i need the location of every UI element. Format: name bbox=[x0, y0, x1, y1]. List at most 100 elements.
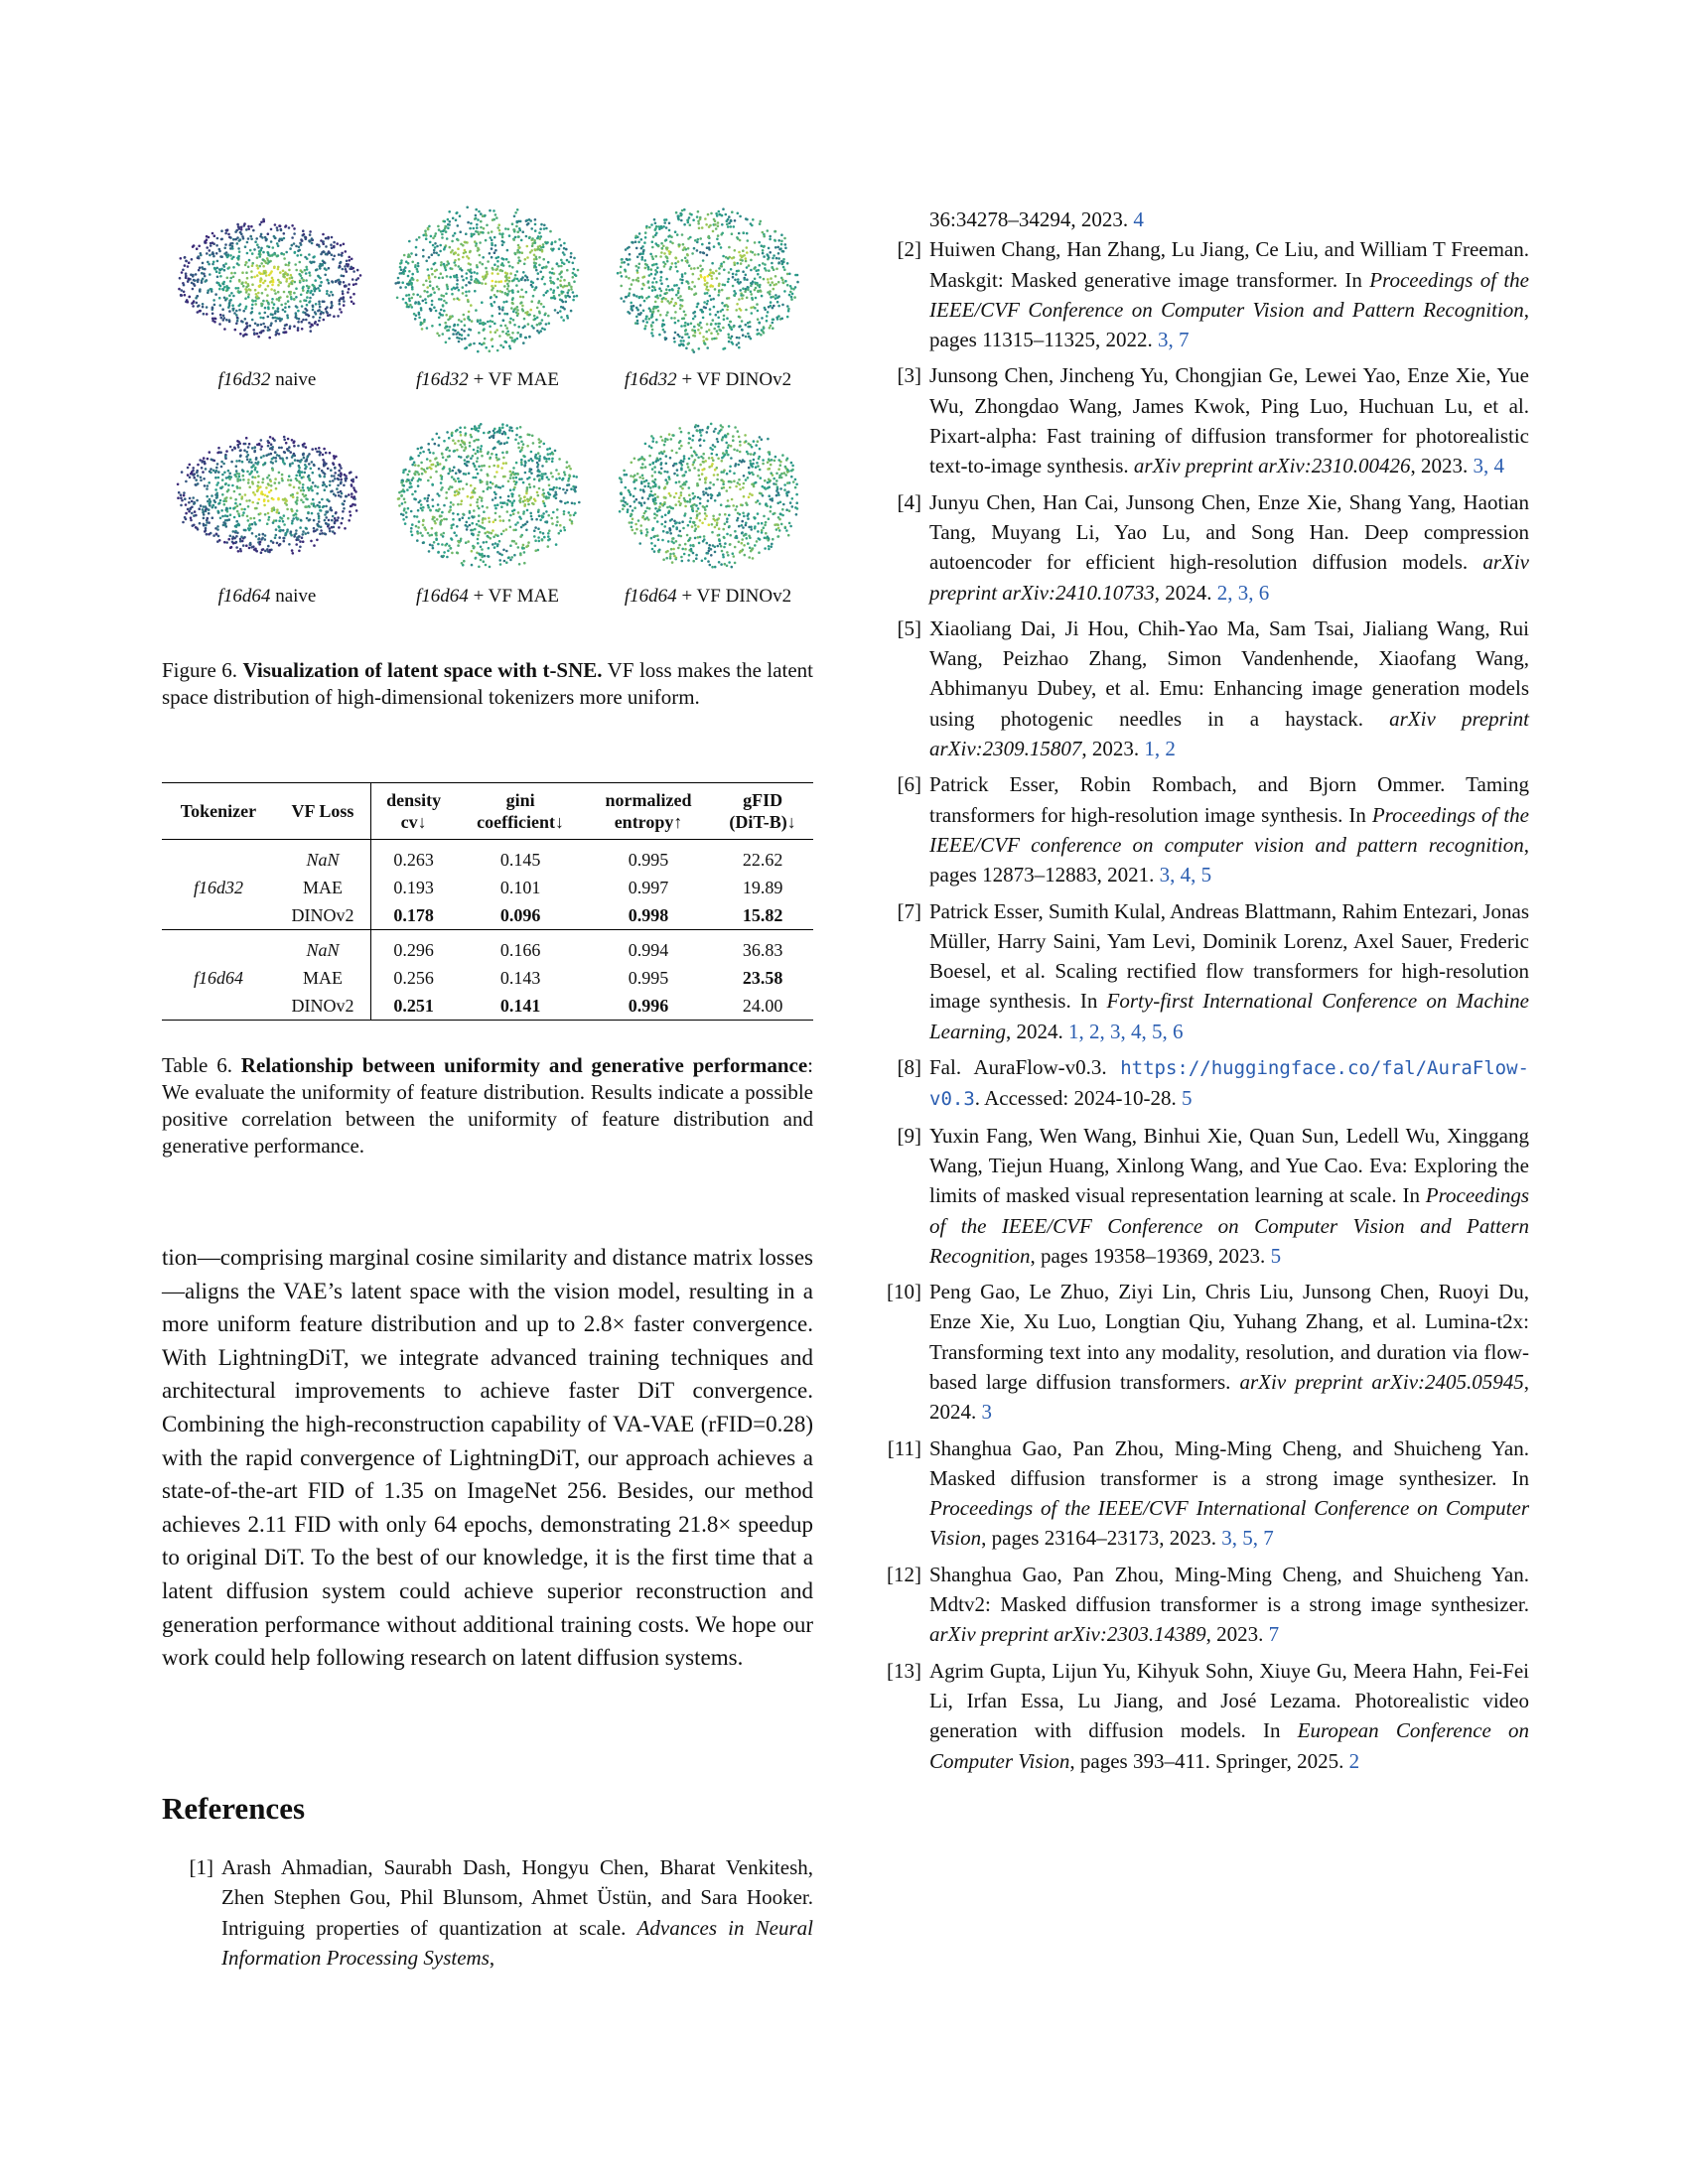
tsne-point bbox=[524, 528, 528, 532]
tsne-point bbox=[493, 268, 497, 272]
tsne-point bbox=[673, 311, 677, 314]
tsne-point bbox=[289, 533, 293, 537]
tsne-point bbox=[428, 508, 432, 512]
tsne-point bbox=[320, 469, 323, 473]
tsne-point bbox=[745, 537, 748, 540]
tsne-point bbox=[252, 446, 256, 450]
tsne-point bbox=[730, 256, 734, 260]
tsne-point bbox=[536, 548, 539, 552]
tsne-point bbox=[310, 324, 314, 327]
tsne-point bbox=[741, 294, 745, 297]
tsne-point bbox=[261, 329, 265, 333]
tsne-point bbox=[715, 214, 718, 217]
tsne-point bbox=[226, 232, 230, 236]
tsne-point bbox=[271, 246, 274, 249]
tsne-point bbox=[277, 536, 281, 539]
tsne-point bbox=[761, 459, 765, 462]
tsne-point bbox=[474, 438, 478, 442]
tsne-point bbox=[721, 326, 725, 330]
tsne-point bbox=[726, 305, 729, 308]
tsne-point bbox=[259, 490, 263, 493]
tsne-point bbox=[224, 229, 228, 232]
tsne-point bbox=[465, 255, 469, 258]
tsne-point bbox=[711, 319, 714, 322]
tsne-point bbox=[526, 499, 529, 503]
tsne-point bbox=[504, 327, 508, 330]
tsne-point bbox=[550, 522, 554, 525]
tsne-point bbox=[550, 475, 554, 478]
tsne-point bbox=[771, 256, 774, 260]
tsne-point bbox=[768, 467, 771, 471]
tsne-point bbox=[727, 340, 730, 343]
tsne-point bbox=[499, 467, 503, 470]
tsne-point bbox=[229, 257, 233, 260]
tsne-point bbox=[225, 276, 228, 280]
tsne-point bbox=[494, 216, 498, 219]
tsne-point bbox=[492, 294, 495, 297]
tsne-point bbox=[514, 476, 517, 479]
tsne-point bbox=[477, 465, 481, 469]
tsne-point bbox=[250, 283, 254, 286]
tsne-point bbox=[750, 312, 753, 315]
tsne-point bbox=[310, 237, 313, 240]
tsne-point bbox=[751, 218, 755, 221]
tsne-point bbox=[551, 488, 554, 491]
tsne-point bbox=[541, 532, 544, 535]
tsne-point bbox=[195, 471, 199, 475]
tsne-point bbox=[399, 489, 403, 493]
tsne-point bbox=[417, 235, 420, 239]
tsne-point bbox=[515, 230, 519, 233]
tsne-point bbox=[661, 225, 665, 228]
tsne-point bbox=[507, 321, 511, 324]
tsne-point bbox=[732, 290, 736, 293]
tsne-point bbox=[515, 331, 519, 335]
tsne-point bbox=[219, 267, 223, 271]
tsne-point bbox=[287, 285, 290, 288]
tsne-point bbox=[235, 262, 238, 265]
tsne-point bbox=[505, 312, 508, 316]
tsne-point bbox=[496, 485, 499, 489]
tsne-point bbox=[217, 249, 221, 253]
tsne-point bbox=[768, 234, 772, 238]
tsne-point bbox=[651, 310, 654, 314]
tsne-point bbox=[263, 288, 267, 291]
tsne-point bbox=[192, 244, 195, 247]
tsne-point bbox=[533, 241, 536, 244]
tsne-point bbox=[682, 317, 685, 320]
tsne-point bbox=[550, 267, 554, 270]
tsne-point bbox=[291, 552, 294, 555]
tsne-point bbox=[726, 499, 729, 502]
tsne-point bbox=[182, 290, 185, 294]
tsne-point bbox=[744, 308, 748, 312]
tsne-point bbox=[469, 435, 473, 439]
tsne-point bbox=[290, 521, 293, 525]
tsne-point bbox=[474, 242, 478, 245]
tsne-point bbox=[563, 501, 567, 505]
tsne-point bbox=[529, 514, 532, 518]
tsne-point bbox=[244, 291, 247, 294]
tsne-point bbox=[478, 281, 481, 285]
tsne-point bbox=[306, 511, 310, 515]
tsne-point bbox=[316, 512, 320, 515]
tsne-point bbox=[176, 482, 179, 486]
tsne-point bbox=[199, 253, 203, 257]
tsne-point bbox=[510, 289, 514, 292]
tsne-point bbox=[448, 485, 452, 488]
tsne-point bbox=[403, 286, 407, 289]
tsne-point bbox=[748, 443, 752, 447]
tsne-point bbox=[554, 543, 557, 546]
tsne-point bbox=[686, 218, 689, 221]
tsne-point bbox=[203, 280, 207, 283]
tsne-point bbox=[789, 298, 793, 301]
tsne-point bbox=[680, 208, 683, 212]
tsne-point bbox=[478, 495, 481, 499]
tsne-point bbox=[714, 211, 718, 215]
tsne-point bbox=[699, 308, 703, 312]
tsne-point bbox=[665, 259, 668, 263]
tsne-point bbox=[423, 229, 427, 232]
tsne-point bbox=[444, 517, 448, 521]
tsne-point bbox=[544, 241, 548, 245]
tsne-point bbox=[633, 500, 635, 503]
tsne-point bbox=[286, 516, 289, 520]
tsne-point bbox=[504, 300, 508, 304]
